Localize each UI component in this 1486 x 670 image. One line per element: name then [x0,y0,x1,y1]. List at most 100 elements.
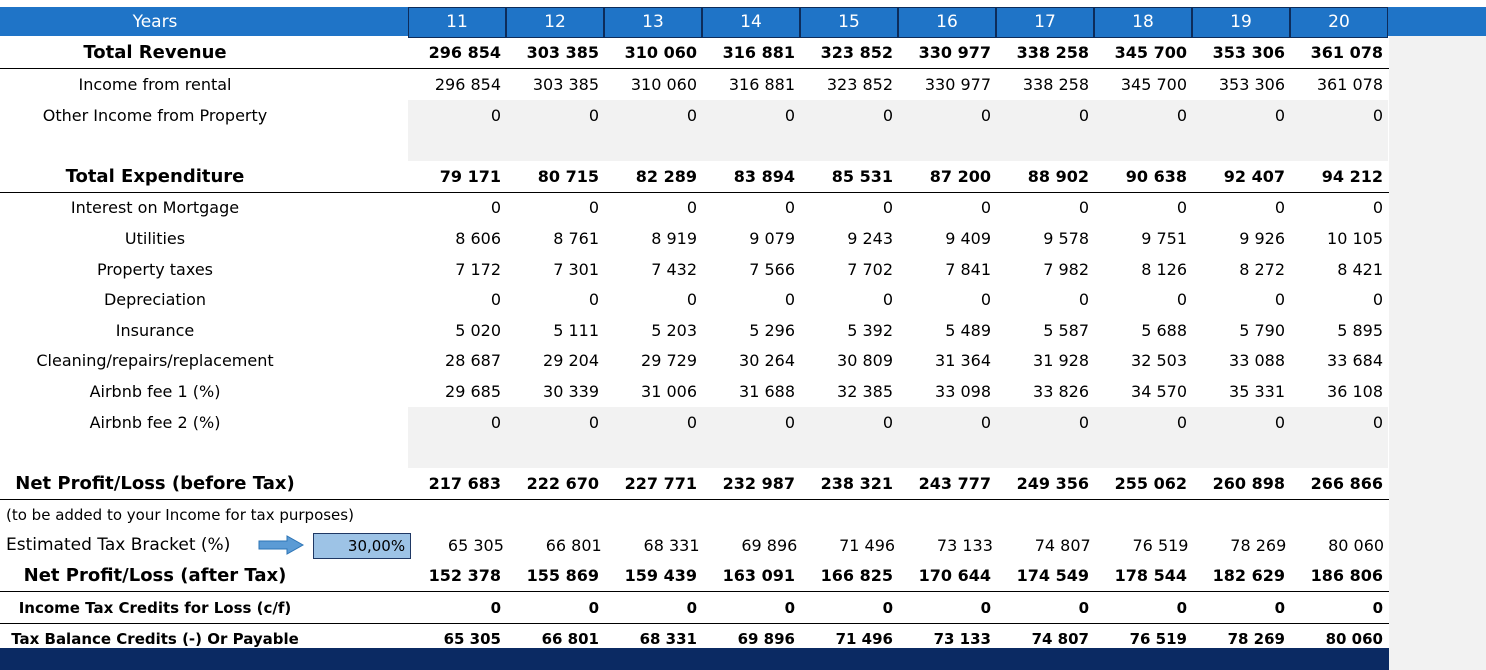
value-cell[interactable]: 78 269 [1230,535,1287,555]
value-cell[interactable]: 92 407 [1223,166,1285,186]
value-cell[interactable]: 9 079 [749,228,795,248]
year-header-cell[interactable]: 17 [996,7,1094,38]
year-header-cell[interactable]: 16 [898,7,996,38]
value-cell[interactable]: 182 629 [1212,566,1285,586]
value-cell[interactable]: 0 [1176,598,1187,617]
value-cell[interactable]: 32 503 [1131,351,1187,371]
value-cell[interactable]: 186 806 [1310,566,1383,586]
value-cell[interactable]: 9 578 [1043,228,1089,248]
value-cell[interactable]: 330 977 [918,43,991,63]
value-cell[interactable]: 0 [784,598,795,617]
value-cell[interactable]: 0 [702,406,800,438]
value-cell[interactable]: 353 306 [1218,74,1285,94]
value-cell[interactable]: 5 489 [945,320,991,340]
value-cell[interactable]: 7 841 [945,259,991,279]
value-cell[interactable]: 0 [996,406,1094,438]
value-cell[interactable]: 94 212 [1321,166,1383,186]
value-cell[interactable]: 316 881 [722,43,795,63]
tax-bracket-input[interactable]: 30,00% [313,533,412,560]
value-cell[interactable]: 323 852 [820,43,893,63]
value-cell[interactable]: 31 006 [641,381,697,401]
value-cell[interactable]: 33 826 [1033,381,1089,401]
value-cell[interactable]: 0 [1274,598,1285,617]
value-cell[interactable]: 73 133 [936,535,993,555]
value-cell[interactable]: 30 809 [837,351,893,371]
value-cell[interactable]: 7 432 [651,259,697,279]
value-cell[interactable]: 74 807 [1034,535,1091,555]
value-cell[interactable]: 78 269 [1227,630,1285,649]
value-cell[interactable]: 222 670 [526,473,599,493]
value-cell[interactable]: 0 [800,99,898,131]
value-cell[interactable]: 32 385 [837,381,893,401]
value-cell[interactable]: 5 203 [651,320,697,340]
value-cell[interactable]: 76 519 [1132,535,1189,555]
value-cell[interactable]: 0 [882,198,893,218]
empty-cell[interactable] [1290,437,1388,468]
value-cell[interactable]: 0 [588,290,599,310]
value-cell[interactable]: 30 339 [543,381,599,401]
value-cell[interactable]: 152 378 [428,566,501,586]
value-cell[interactable]: 8 606 [455,228,501,248]
empty-cell[interactable] [506,437,604,468]
year-header-cell[interactable]: 19 [1192,7,1290,38]
value-cell[interactable]: 232 987 [722,473,795,493]
value-cell[interactable]: 7 301 [553,259,599,279]
value-cell[interactable]: 0 [588,598,599,617]
value-cell[interactable]: 310 060 [630,74,697,94]
value-cell[interactable]: 0 [1078,198,1089,218]
value-cell[interactable]: 31 928 [1033,351,1089,371]
empty-cell[interactable] [800,437,898,468]
value-cell[interactable]: 0 [1372,598,1383,617]
value-cell[interactable]: 266 866 [1310,473,1383,493]
value-cell[interactable]: 0 [686,290,697,310]
empty-cell[interactable] [604,437,702,468]
value-cell[interactable]: 33 684 [1327,351,1383,371]
value-cell[interactable]: 249 356 [1016,473,1089,493]
value-cell[interactable]: 65 305 [443,630,501,649]
value-cell[interactable]: 7 982 [1043,259,1089,279]
value-cell[interactable]: 9 926 [1239,228,1285,248]
value-cell[interactable]: 28 687 [445,351,501,371]
value-cell[interactable]: 0 [686,198,697,218]
value-cell[interactable]: 303 385 [526,43,599,63]
value-cell[interactable]: 35 331 [1229,381,1285,401]
value-cell[interactable]: 238 321 [820,473,893,493]
value-cell[interactable]: 5 790 [1239,320,1285,340]
value-cell[interactable]: 9 409 [945,228,991,248]
value-cell[interactable]: 7 702 [847,259,893,279]
value-cell[interactable]: 0 [800,406,898,438]
value-cell[interactable]: 0 [588,198,599,218]
value-cell[interactable]: 316 881 [728,74,795,94]
value-cell[interactable]: 34 570 [1131,381,1187,401]
value-cell[interactable]: 255 062 [1114,473,1187,493]
empty-cell[interactable] [1290,130,1388,161]
value-cell[interactable]: 310 060 [624,43,697,63]
value-cell[interactable]: 74 807 [1031,630,1089,649]
value-cell[interactable]: 296 854 [428,43,501,63]
value-cell[interactable]: 5 392 [847,320,893,340]
value-cell[interactable]: 0 [490,198,501,218]
value-cell[interactable]: 178 544 [1114,566,1187,586]
value-cell[interactable]: 30 264 [739,351,795,371]
value-cell[interactable]: 217 683 [428,473,501,493]
empty-cell[interactable] [800,130,898,161]
value-cell[interactable]: 82 289 [635,166,697,186]
value-cell[interactable]: 0 [604,99,702,131]
value-cell[interactable]: 0 [1176,290,1187,310]
year-header-cell[interactable]: 20 [1290,7,1388,38]
value-cell[interactable]: 66 801 [545,535,602,555]
value-cell[interactable]: 0 [1274,290,1285,310]
value-cell[interactable]: 0 [686,598,697,617]
value-cell[interactable]: 0 [1372,198,1383,218]
value-cell[interactable]: 174 549 [1016,566,1089,586]
year-header-cell[interactable]: 15 [800,7,898,38]
value-cell[interactable]: 0 [506,99,604,131]
empty-cell[interactable] [1094,437,1192,468]
value-cell[interactable]: 155 869 [526,566,599,586]
empty-cell[interactable] [1192,437,1290,468]
value-cell[interactable]: 8 761 [553,228,599,248]
value-cell[interactable]: 31 364 [935,351,991,371]
value-cell[interactable]: 0 [882,598,893,617]
empty-cell[interactable] [898,437,996,468]
value-cell[interactable]: 87 200 [929,166,991,186]
